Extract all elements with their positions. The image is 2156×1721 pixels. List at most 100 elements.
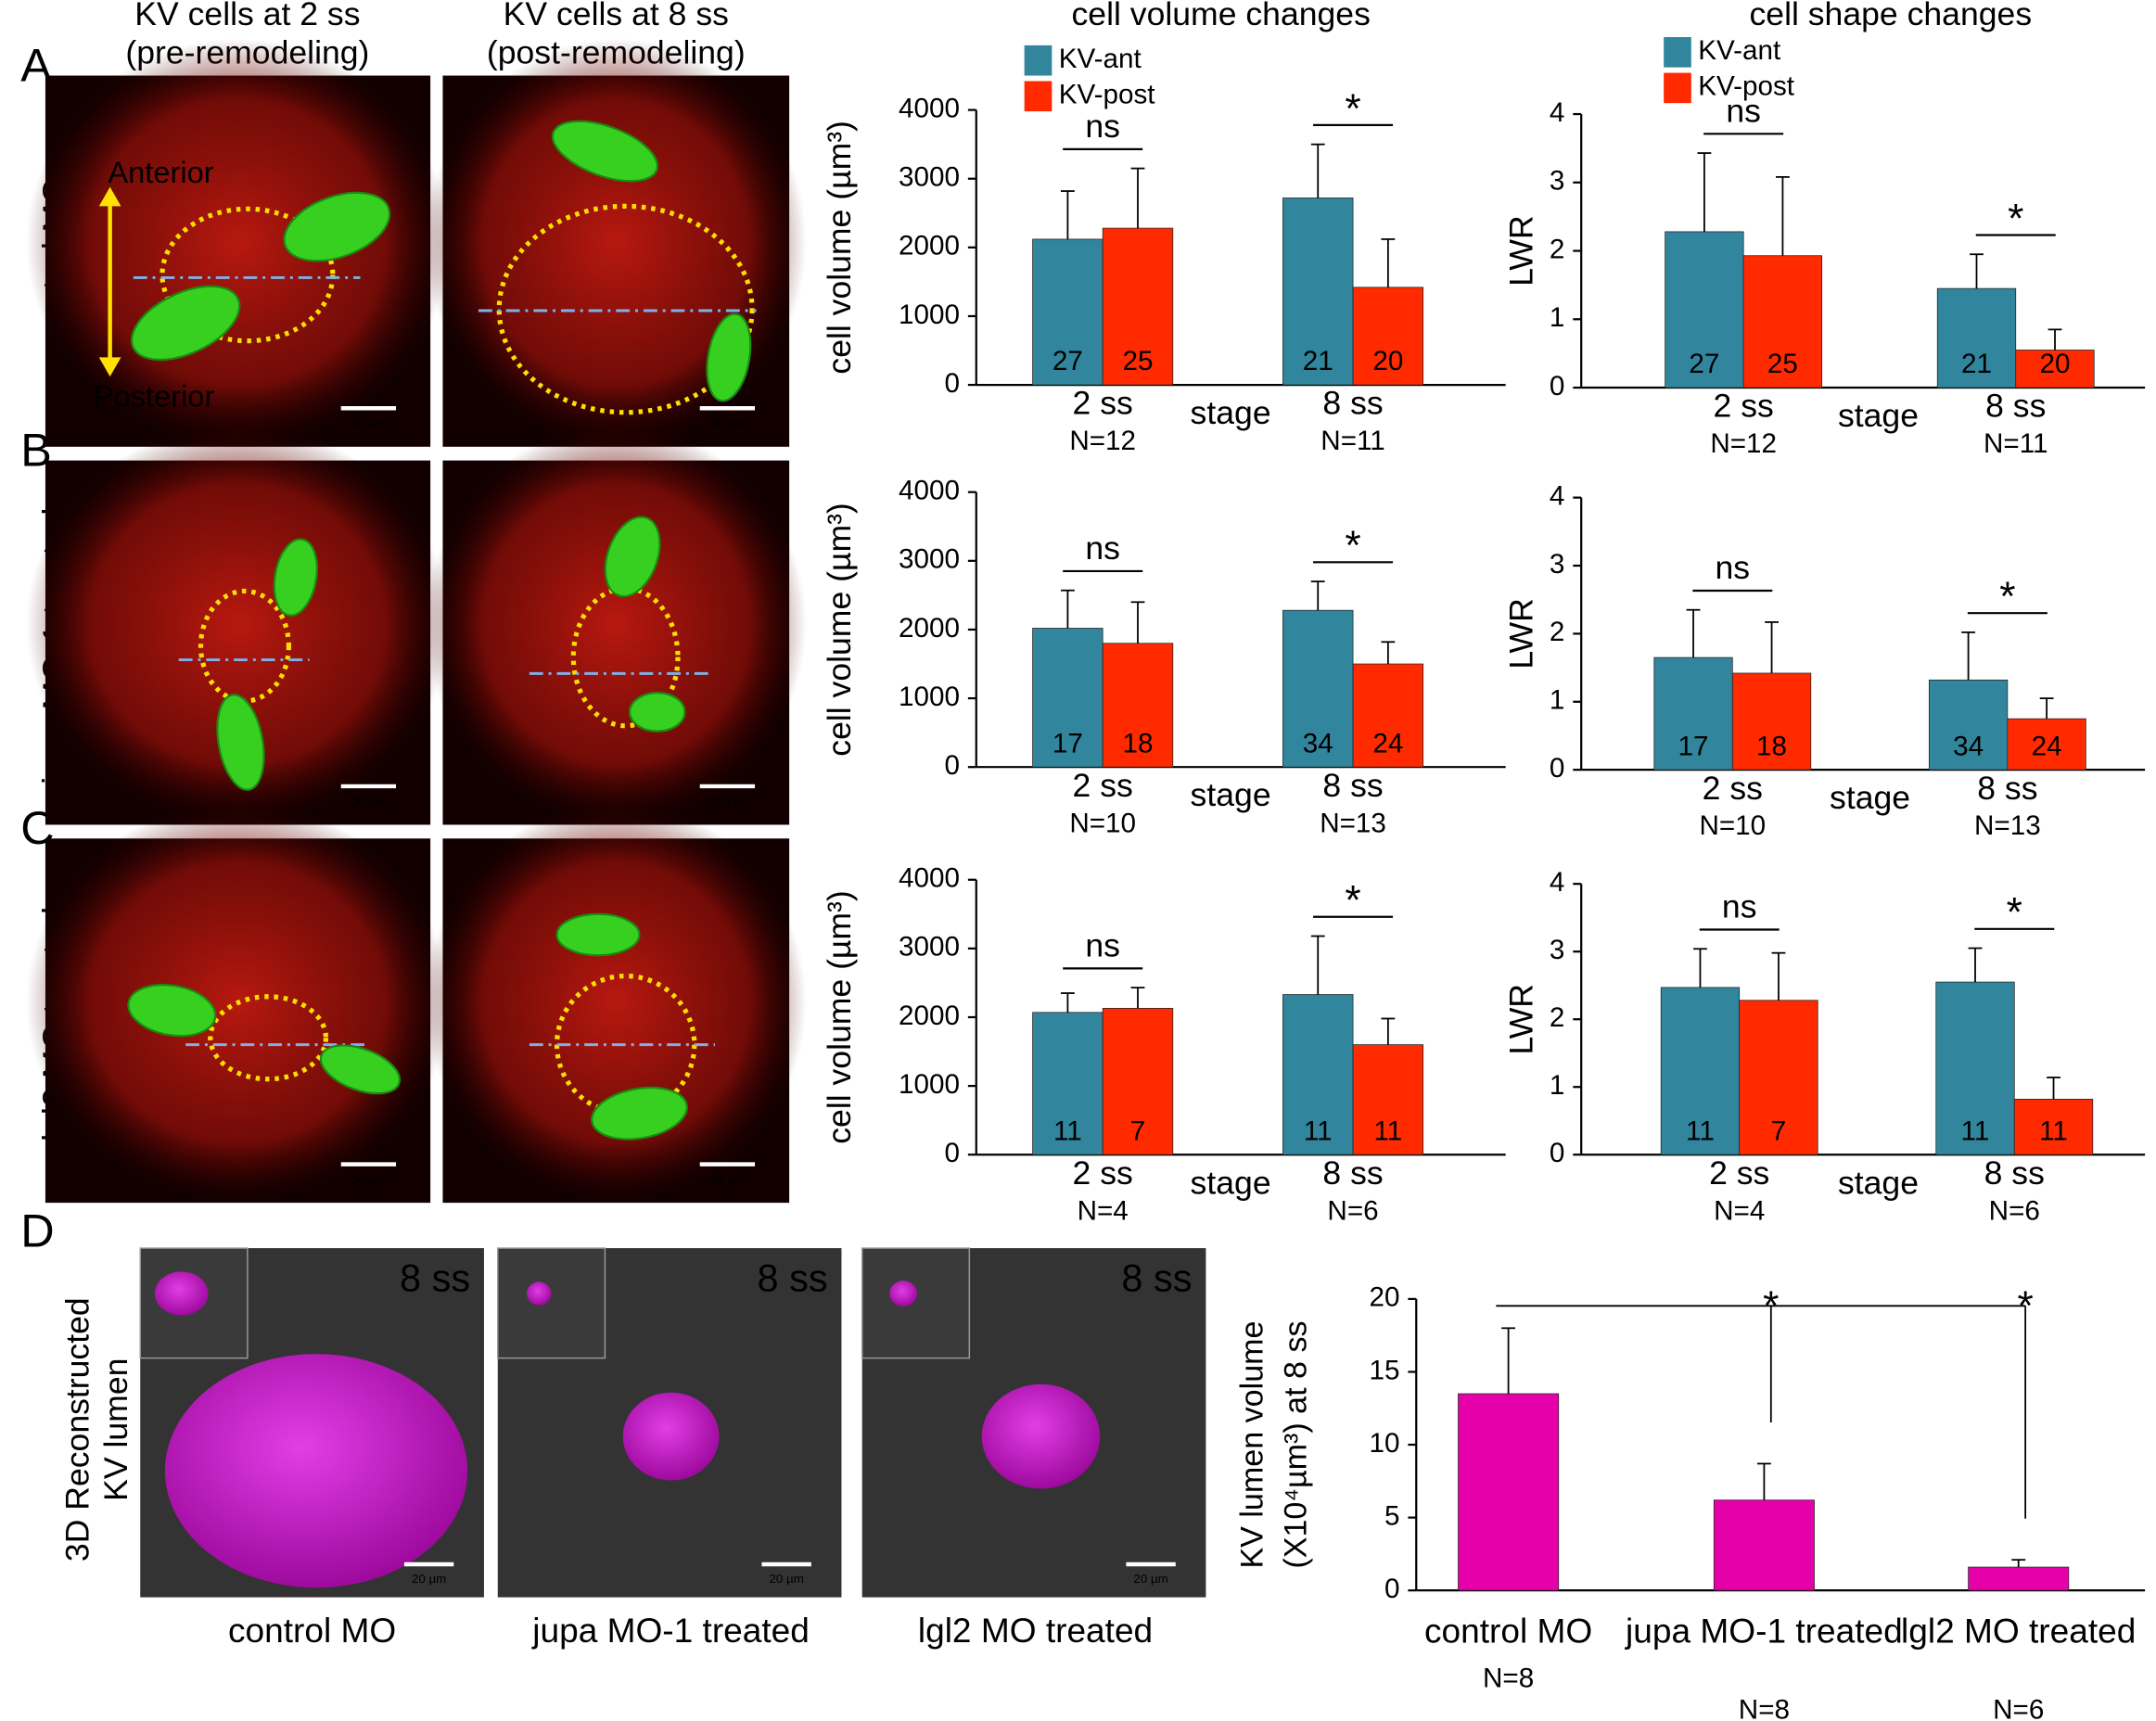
x-axis-label: stage bbox=[1191, 1164, 1271, 1201]
bar-count: 25 bbox=[1123, 346, 1154, 376]
scale-bar-label: 20 µm bbox=[710, 795, 745, 809]
significance-label: ns bbox=[1716, 549, 1751, 586]
bar bbox=[1352, 1044, 1424, 1155]
x-tick-label: control MO bbox=[1424, 1613, 1592, 1651]
legend-label: KV-post bbox=[1698, 71, 1795, 102]
kv-cell bbox=[130, 285, 241, 362]
y-tick-label: 0 bbox=[1550, 753, 1565, 784]
n-label: N=4 bbox=[1714, 1195, 1765, 1226]
x-tick-label: 2 ss bbox=[1703, 770, 1763, 807]
y-axis-label: (X10⁴µm³) at 8 ss bbox=[1279, 1320, 1314, 1568]
kv-cell bbox=[629, 692, 686, 733]
x-tick-label: jupa MO-1 treated bbox=[1626, 1613, 1903, 1651]
y-tick-label: 0 bbox=[944, 368, 960, 399]
x-tick-label: 8 ss bbox=[1977, 770, 2037, 807]
significance-label: * bbox=[1999, 574, 2015, 619]
kv-cell bbox=[273, 538, 318, 617]
y-tick-label: 3 bbox=[1550, 166, 1565, 197]
inset bbox=[497, 1247, 606, 1359]
image-caption: control MO bbox=[228, 1611, 396, 1650]
bar bbox=[1665, 231, 1744, 389]
y-tick-label: 1 bbox=[1550, 1070, 1565, 1101]
y-tick-label: 1000 bbox=[899, 1069, 960, 1100]
bar-count: 17 bbox=[1052, 728, 1083, 759]
bar-count: 25 bbox=[1767, 349, 1798, 379]
scale-bar-label: 20 µm bbox=[412, 1572, 446, 1586]
bar bbox=[1968, 1566, 2070, 1591]
bar bbox=[2015, 350, 2095, 389]
inset bbox=[861, 1247, 971, 1359]
lumen-outline bbox=[496, 203, 755, 415]
lumen-outline bbox=[159, 206, 336, 344]
y-tick-label: 2000 bbox=[899, 231, 960, 261]
y-axis-label: cell volume (µm³) bbox=[821, 121, 858, 374]
bar-count: 34 bbox=[1303, 728, 1333, 759]
bar bbox=[1282, 994, 1354, 1155]
red-signal bbox=[26, 424, 450, 825]
y-tick-label: 3000 bbox=[899, 162, 960, 193]
orientation-arrowhead bbox=[98, 186, 121, 377]
x-tick-label: 2 ss bbox=[1709, 1154, 1769, 1192]
x-axis-label: stage bbox=[1191, 394, 1271, 431]
legend-swatch bbox=[1024, 45, 1052, 76]
red-signal bbox=[425, 38, 807, 447]
kv-cell bbox=[604, 516, 661, 598]
significance-label: ns bbox=[1726, 92, 1761, 129]
legend-label: KV-post bbox=[1059, 80, 1156, 110]
n-label: N=6 bbox=[1327, 1195, 1378, 1226]
y-tick-label: 1 bbox=[1550, 685, 1565, 716]
y-tick-label: 3000 bbox=[899, 932, 960, 962]
legend-swatch bbox=[1024, 81, 1052, 112]
y-axis-label: KV lumen volume bbox=[1234, 1321, 1269, 1569]
lumen-3d bbox=[164, 1354, 468, 1588]
scale-bar-label: 20 µm bbox=[710, 417, 745, 431]
n-label: N=8 bbox=[1483, 1663, 1534, 1693]
y-tick-label: 3 bbox=[1550, 549, 1565, 580]
bar-count: 18 bbox=[1756, 731, 1787, 761]
bar bbox=[1352, 287, 1424, 386]
bar-count: 11 bbox=[1053, 1115, 1082, 1146]
bar-count: 11 bbox=[1686, 1115, 1715, 1146]
bar bbox=[1032, 628, 1104, 768]
bar-count: 11 bbox=[2039, 1115, 2068, 1146]
x-tick-label: lgl2 MO treated bbox=[1901, 1613, 2136, 1651]
bar-count: 11 bbox=[1304, 1115, 1333, 1146]
n-label: N=11 bbox=[1984, 428, 2048, 459]
y-tick-label: 4 bbox=[1550, 97, 1565, 128]
bar bbox=[2007, 718, 2086, 771]
scale-bar-label: 20 µm bbox=[710, 1173, 745, 1187]
bar bbox=[1660, 987, 1741, 1155]
bar-count: 20 bbox=[2040, 349, 2071, 379]
scale-bar-label: 20 µm bbox=[351, 795, 386, 809]
x-tick-label: 8 ss bbox=[1984, 1154, 2045, 1192]
bar-count: 11 bbox=[1373, 1115, 1402, 1146]
y-axis-label: LWR bbox=[1502, 984, 1539, 1054]
x-axis-label: stage bbox=[1838, 397, 1919, 434]
bar bbox=[1458, 1393, 1560, 1591]
x-tick-label: 2 ss bbox=[1073, 767, 1133, 804]
kv-cell bbox=[216, 694, 265, 791]
scale-bar-label: 20 µm bbox=[351, 417, 386, 431]
bar-count: 21 bbox=[1961, 349, 1992, 379]
bar-count: 27 bbox=[1689, 349, 1719, 379]
bar-count: 34 bbox=[1953, 731, 1984, 761]
x-axis-label: stage bbox=[1830, 779, 1910, 816]
significance-label: * bbox=[1345, 86, 1360, 132]
column-header: KV cells at 8 ss bbox=[504, 0, 729, 32]
lumen-3d bbox=[622, 1392, 720, 1481]
bar bbox=[1731, 672, 1812, 771]
image-caption: jupa MO-1 treated bbox=[531, 1611, 810, 1650]
red-signal bbox=[26, 38, 450, 447]
n-label: N=13 bbox=[1974, 810, 2041, 841]
y-tick-label: 0 bbox=[1384, 1574, 1400, 1604]
chart-title: cell shape changes bbox=[1750, 0, 2033, 32]
significance-label: * bbox=[1345, 523, 1360, 568]
x-tick-label: 2 ss bbox=[1073, 1154, 1133, 1192]
bar-count: 21 bbox=[1303, 346, 1333, 376]
y-tick-label: 0 bbox=[1550, 371, 1565, 402]
column-header: KV cells at 2 ss bbox=[134, 0, 360, 32]
y-tick-label: 4000 bbox=[899, 93, 960, 123]
n-label: N=8 bbox=[1739, 1694, 1790, 1721]
n-label: N=10 bbox=[1069, 808, 1136, 838]
